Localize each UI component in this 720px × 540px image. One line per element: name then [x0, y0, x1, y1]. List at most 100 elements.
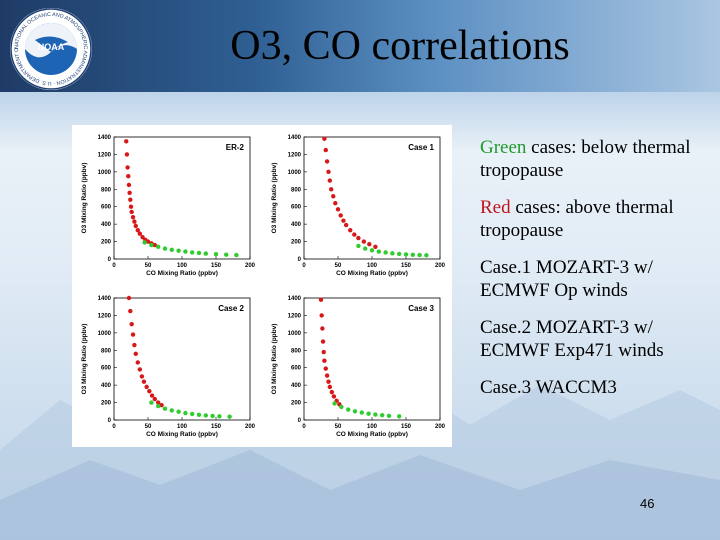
point-green [196, 412, 202, 417]
x-tick-label: 0 [112, 424, 116, 430]
point-red [320, 339, 326, 344]
point-red [324, 373, 330, 378]
legend-text-body: cases: below thermal tropopause [480, 137, 691, 181]
point-green [424, 253, 429, 258]
y-tick-label: 200 [291, 401, 302, 407]
point-green [390, 251, 395, 256]
point-red [331, 194, 336, 199]
point-green [217, 414, 222, 419]
point-red [331, 394, 337, 399]
point-green [410, 252, 415, 258]
point-green [224, 252, 229, 257]
point-red [135, 360, 140, 365]
point-green [397, 414, 402, 419]
y-tick-label: 800 [291, 348, 302, 354]
point-red [356, 235, 361, 241]
legend-color-word: Red [480, 197, 511, 218]
point-red [129, 209, 134, 215]
point-green [183, 249, 188, 254]
y-tick-label: 1200 [98, 152, 112, 158]
legend-color-word: Green [480, 137, 527, 158]
legend-text-body: Case.1 MOZART-3 w/ ECMWF Op winds [480, 257, 653, 301]
point-green [149, 242, 154, 248]
point-green [213, 252, 219, 257]
point-green [376, 249, 381, 254]
y-tick-label: 600 [101, 366, 112, 372]
plot-frame [303, 136, 441, 260]
y-tick-label: 600 [291, 366, 302, 372]
point-red [133, 351, 138, 356]
point-green [359, 410, 364, 415]
point-green [190, 250, 195, 255]
point-green [162, 406, 168, 411]
point-green [352, 409, 358, 414]
point-red [352, 232, 357, 237]
y-tick-label: 200 [101, 401, 112, 407]
point-red [140, 235, 145, 240]
point-red [361, 239, 367, 244]
point-red [144, 384, 149, 390]
x-axis-label: CO Mixing Ratio (ppbv) [146, 270, 218, 277]
point-green [397, 251, 402, 257]
x-tick-label: 200 [435, 263, 446, 269]
point-red [132, 342, 137, 348]
x-tick-label: 150 [211, 424, 222, 430]
point-red [159, 402, 164, 408]
y-tick-label: 400 [291, 222, 302, 228]
point-red [326, 169, 331, 175]
point-red [326, 379, 331, 384]
y-tick-label: 600 [101, 205, 112, 211]
point-green [183, 410, 188, 416]
panel-label: ER-2 [226, 143, 245, 152]
point-green [369, 248, 375, 253]
point-green [169, 408, 174, 413]
point-red [318, 297, 324, 302]
point-red [135, 228, 140, 233]
point-red [152, 396, 157, 402]
point-green [373, 412, 378, 417]
point-red [129, 321, 134, 327]
y-tick-label: 0 [298, 418, 302, 424]
scatter-panel-3: 0 50 100 150 200 0 200 400 600 800 1000 1200 1400 CO … [81, 295, 256, 438]
point-red [137, 231, 143, 236]
x-tick-label: 200 [245, 424, 256, 430]
point-red [156, 400, 161, 405]
point-red [130, 332, 136, 337]
point-red [141, 379, 147, 384]
y-tick-label: 400 [101, 222, 112, 228]
point-red [322, 136, 327, 141]
point-red [152, 242, 157, 248]
x-tick-label: 100 [367, 424, 378, 430]
x-tick-label: 50 [335, 263, 342, 269]
y-tick-label: 1200 [288, 313, 302, 319]
point-red [321, 349, 326, 355]
legend-text-body: Case.2 MOZART-3 w/ ECMWF Exp471 winds [480, 317, 664, 361]
point-red [348, 228, 353, 233]
y-tick-label: 1400 [288, 135, 302, 141]
point-green [156, 244, 161, 249]
point-red [338, 213, 343, 218]
point-green [363, 246, 368, 251]
x-tick-label: 150 [211, 263, 222, 269]
point-green [190, 411, 195, 417]
point-red [128, 308, 133, 314]
point-red [333, 201, 338, 206]
point-green [142, 240, 147, 245]
point-red [323, 147, 328, 153]
x-tick-label: 0 [302, 263, 306, 269]
x-tick-label: 100 [177, 263, 188, 269]
point-green [210, 413, 215, 419]
y-tick-label: 400 [291, 383, 302, 389]
y-tick-label: 800 [101, 348, 112, 354]
point-green [203, 251, 208, 256]
page-number: 46 [640, 496, 655, 511]
x-tick-label: 50 [335, 424, 342, 430]
point-green [176, 409, 181, 414]
y-tick-label: 800 [101, 187, 112, 193]
x-tick-label: 50 [145, 263, 152, 269]
y-tick-label: 1000 [288, 170, 302, 176]
x-tick-label: 100 [367, 263, 378, 269]
point-green [356, 243, 361, 249]
point-red [320, 326, 325, 331]
